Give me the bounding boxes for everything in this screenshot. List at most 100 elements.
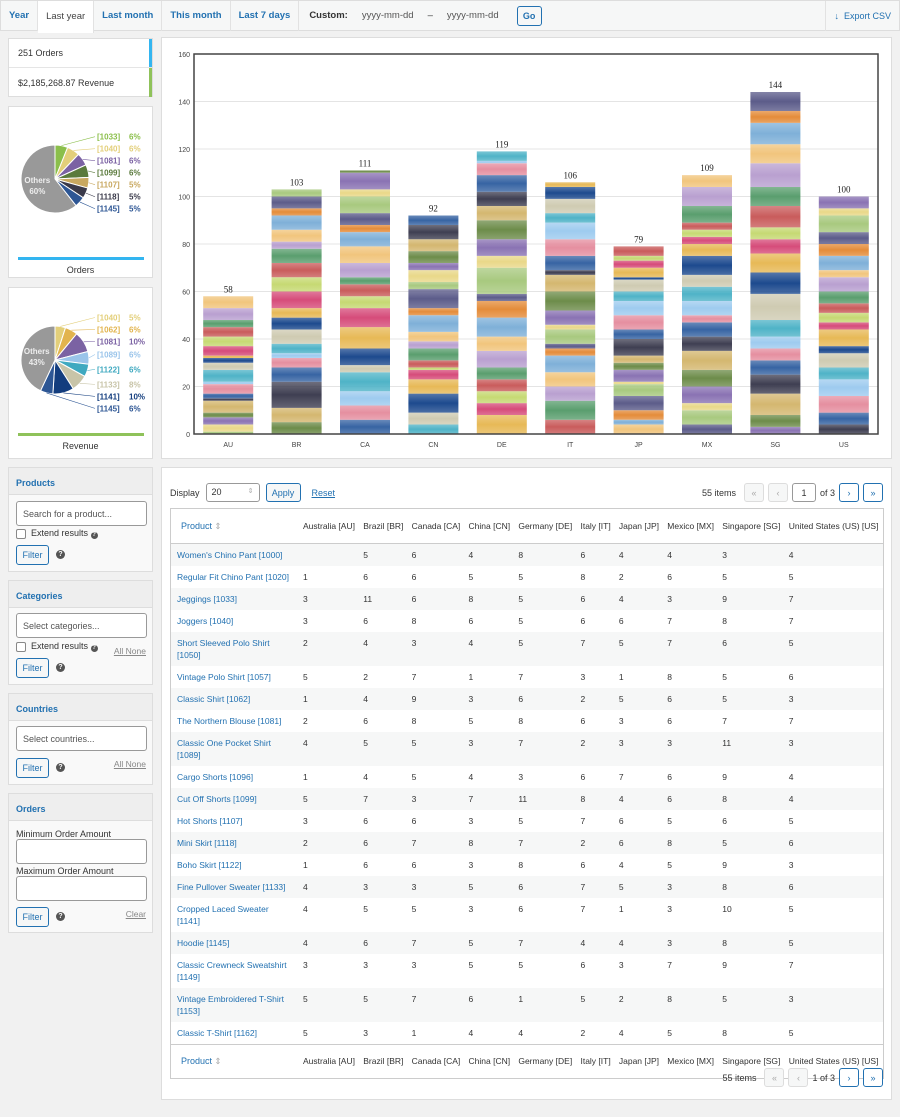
bar-segment[interactable] [203,424,254,432]
bar-segment[interactable] [818,329,869,347]
bar-segment[interactable] [408,393,459,413]
bar-segment[interactable] [818,270,869,278]
bar-segment[interactable] [613,279,664,292]
bar-segment[interactable] [682,175,732,187]
bar-segment[interactable] [271,329,322,344]
bar-segment[interactable] [340,308,390,328]
bar-segment[interactable] [340,225,390,233]
bar-segment[interactable] [682,369,732,387]
bar-segment[interactable] [545,310,596,325]
bar-segment[interactable] [340,172,390,190]
bar-segment[interactable] [408,270,459,282]
bar-segment[interactable] [818,396,869,413]
bar-segment[interactable] [271,215,322,230]
bar-segment[interactable] [682,403,732,411]
bar-segment[interactable] [613,260,664,268]
bar-segment[interactable] [340,277,390,285]
bar-segment[interactable] [682,244,732,256]
bar-segment[interactable] [203,398,254,401]
bar-segment[interactable] [476,367,527,380]
bar-segment[interactable] [613,424,664,435]
bar-segment[interactable] [613,329,664,340]
bar-segment[interactable] [545,329,596,344]
bar-segment[interactable] [340,263,390,278]
sort-icon[interactable]: ⇕ [214,520,222,531]
bar-segment[interactable] [613,362,664,370]
bar-segment[interactable] [340,348,390,366]
bar-segment[interactable] [545,348,596,356]
bar-segment[interactable] [203,417,254,425]
bar-segment[interactable] [613,369,664,382]
bar-segment[interactable] [340,196,390,214]
product-sort-header[interactable]: Product [181,520,213,531]
bar-segment[interactable] [818,208,869,216]
bar-segment[interactable] [476,175,527,192]
bar-segment[interactable] [271,367,322,382]
bar-segment[interactable] [203,355,254,358]
bar-segment[interactable] [613,246,664,256]
countries-select[interactable]: Select countries... [16,726,147,751]
categories-select[interactable]: Select categories... [16,613,147,638]
bar-segment[interactable] [408,331,459,342]
sort-icon[interactable]: ⇕ [214,1056,222,1067]
bar-segment[interactable] [613,410,664,420]
bar-segment[interactable] [340,284,390,297]
bar-segment[interactable] [408,225,459,240]
bar-segment[interactable] [408,369,459,380]
bar-segment[interactable] [340,327,390,349]
bar-segment[interactable] [750,393,801,415]
bar-segment[interactable] [750,336,801,349]
bar-segment[interactable] [545,386,596,401]
bar-segment[interactable] [613,396,664,411]
bar-segment[interactable] [340,189,390,197]
bar-segment[interactable] [750,206,801,228]
products-filter-button[interactable]: Filter [16,545,49,565]
prev-page-button[interactable]: ‹ [788,1068,809,1087]
first-page-button[interactable]: « [743,483,764,502]
bar-segment[interactable] [750,111,801,123]
countries-filter-button[interactable]: Filter [16,758,49,778]
clear-link[interactable]: Clear [125,909,146,919]
product-link[interactable]: Classic Shirt [1062] [177,693,251,704]
bar-segment[interactable] [613,419,664,425]
first-page-button[interactable]: « [764,1068,785,1087]
bar-segment[interactable] [271,263,322,278]
bar-segment[interactable] [203,369,254,382]
bar-segment[interactable] [545,270,596,275]
bar-segment[interactable] [476,151,527,161]
bar-segment[interactable] [271,277,322,292]
bar-segment[interactable] [408,308,459,316]
bar-segment[interactable] [271,208,322,216]
bar-segment[interactable] [203,412,254,418]
bar-segment[interactable] [340,296,390,309]
bar-segment[interactable] [340,372,390,392]
bar-segment[interactable] [545,274,596,292]
bar-segment[interactable] [271,343,322,354]
bar-segment[interactable] [545,222,596,240]
bar-segment[interactable] [818,379,869,396]
bar-segment[interactable] [271,358,322,368]
product-link[interactable]: Mini Skirt [1118] [177,837,237,848]
bar-segment[interactable] [682,229,732,237]
bar-segment[interactable] [818,367,869,380]
bar-segment[interactable] [545,213,596,223]
apply-button[interactable]: Apply [265,483,301,502]
bar-segment[interactable] [682,222,732,230]
bar-segment[interactable] [750,415,801,427]
bar-segment[interactable] [408,412,459,425]
bar-segment[interactable] [545,187,596,199]
product-link[interactable]: Vintage Polo Shirt [1057] [177,671,271,682]
date-from-input[interactable]: yyyy-mm-dd [361,10,414,21]
bar-segment[interactable] [750,360,801,375]
bar-segment[interactable] [271,248,322,263]
bar-segment[interactable] [476,403,527,415]
bar-segment[interactable] [818,312,869,323]
bar-segment[interactable] [818,215,869,233]
product-link[interactable]: Hoodie [1145] [177,937,230,948]
bar-segment[interactable] [476,379,527,392]
bar-segment[interactable] [682,386,732,404]
tab-last-7-days[interactable]: Last 7 days [231,0,300,31]
reset-link[interactable]: Reset [311,487,336,498]
bar-segment[interactable] [340,391,390,406]
bar-segment[interactable] [750,426,801,434]
